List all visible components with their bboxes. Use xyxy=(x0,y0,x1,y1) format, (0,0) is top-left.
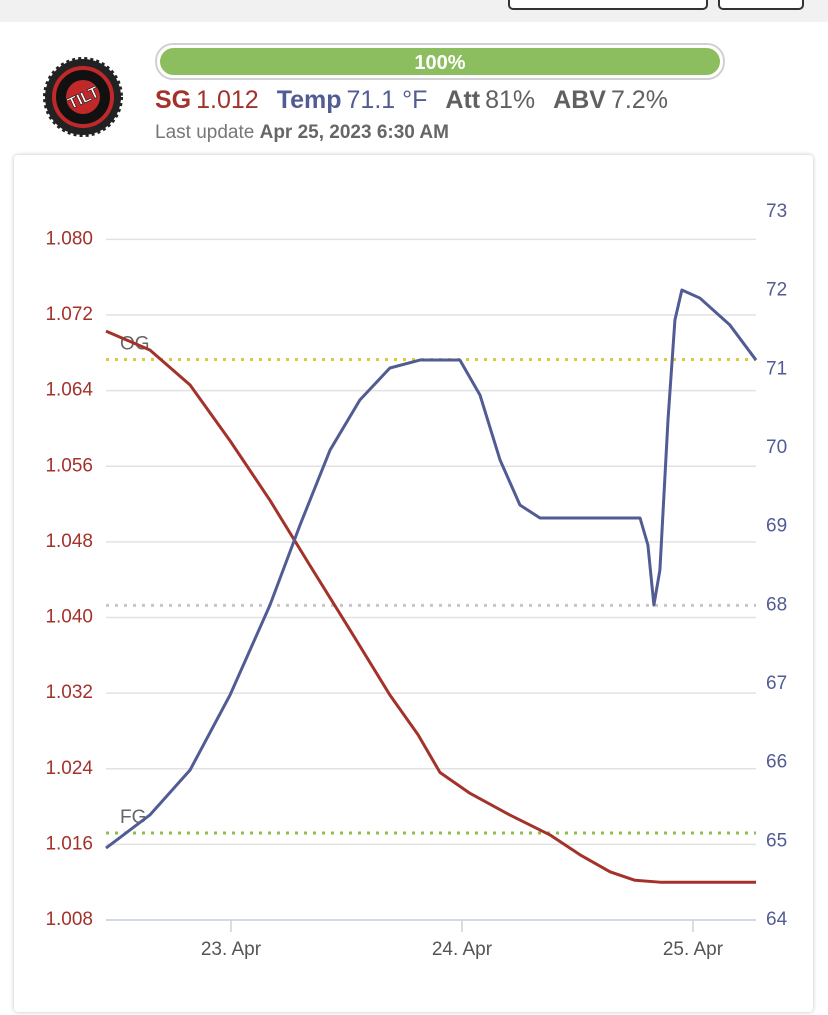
y-tick-label: 1.040 xyxy=(45,607,93,628)
stat-name: SG xyxy=(155,86,192,114)
stat-name: Att xyxy=(445,86,481,114)
button[interactable] xyxy=(508,0,708,10)
y2-tick-label: 67 xyxy=(766,673,787,694)
stat-value: 1.012 xyxy=(196,86,259,114)
last-update: Last update Apr 25, 2023 6:30 AM xyxy=(155,122,449,144)
y2-tick-label: 69 xyxy=(766,516,787,537)
y-tick-label: 1.080 xyxy=(45,228,93,249)
last-update-value: Apr 25, 2023 6:30 AM xyxy=(259,122,449,143)
x-tick-label: 25. Apr xyxy=(663,939,724,960)
logo: TILT xyxy=(43,57,123,137)
stat: Att 81% xyxy=(445,86,535,114)
y2-tick-label: 70 xyxy=(766,437,787,458)
stat: Temp 71.1 °F xyxy=(277,86,428,114)
progress-label: 100% xyxy=(414,52,466,74)
stat-value: 71.1 °F xyxy=(346,86,428,114)
y-tick-label: 1.048 xyxy=(45,531,93,552)
series-line xyxy=(105,329,756,884)
y-tick-label: 1.056 xyxy=(45,455,93,476)
y-tick-label: 1.008 xyxy=(45,909,93,930)
button[interactable] xyxy=(718,0,804,10)
stats: SG 1.012 Temp 71.1 °F Att 81% ABV 7.2% xyxy=(155,86,686,115)
stat-name: ABV xyxy=(553,86,606,114)
progress-fill xyxy=(160,48,720,75)
y2-tick-label: 73 xyxy=(766,201,787,222)
plot-line-label: FG xyxy=(120,807,146,828)
stat: ABV 7.2% xyxy=(553,86,668,114)
y2-tick-label: 71 xyxy=(766,358,787,379)
y-tick-label: 1.064 xyxy=(45,380,93,401)
stat: SG 1.012 xyxy=(155,86,259,114)
logo-center xyxy=(66,80,100,114)
y2-tick-label: 65 xyxy=(766,830,787,851)
x-tick-label: 23. Apr xyxy=(201,939,262,960)
y-tick-label: 1.024 xyxy=(45,758,93,779)
progress-bar: 100% xyxy=(155,43,725,80)
y2-tick-label: 68 xyxy=(766,594,787,615)
y2-tick-label: 66 xyxy=(766,752,787,773)
top-bar xyxy=(0,0,828,22)
x-tick-label: 24. Apr xyxy=(432,939,493,960)
last-update-label: Last update xyxy=(155,122,255,143)
y2-tick-label: 72 xyxy=(766,280,787,301)
y2-tick-label: 64 xyxy=(766,909,788,930)
series-line xyxy=(105,288,758,850)
stat-value: 7.2% xyxy=(610,86,668,114)
y-tick-label: 1.032 xyxy=(45,682,93,703)
stat-value: 81% xyxy=(485,86,536,114)
stat-name: Temp xyxy=(276,86,342,114)
y-tick-label: 1.016 xyxy=(45,833,93,854)
y-tick-label: 1.072 xyxy=(45,304,93,325)
